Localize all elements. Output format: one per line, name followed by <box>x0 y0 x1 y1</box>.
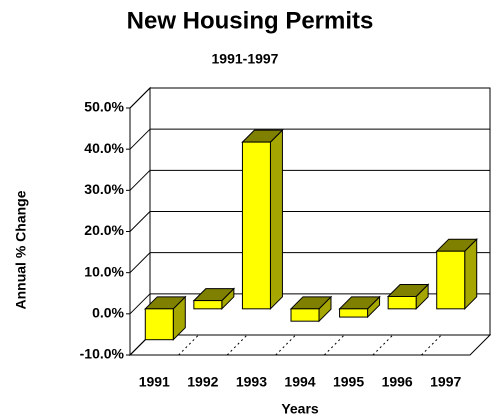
x-tick-label: 1991 <box>139 374 170 390</box>
y-tick-label: 0.0% <box>92 305 124 321</box>
floor-divider <box>372 334 394 356</box>
chart-title: New Housing Permits <box>127 7 374 34</box>
y-tick-label: 20.0% <box>84 222 124 238</box>
chart-subtitle: 1991-1997 <box>212 51 279 67</box>
grid-line <box>129 128 151 150</box>
bar <box>144 308 174 341</box>
grid-line <box>129 169 151 191</box>
y-tick-label: 10.0% <box>84 263 124 279</box>
floor <box>128 334 491 356</box>
grid-line <box>129 211 151 232</box>
y-tick-label: -10.0% <box>80 346 125 362</box>
floor-divider <box>178 334 199 356</box>
grid-line <box>129 252 151 274</box>
x-tick-label: 1995 <box>333 374 364 390</box>
y-tick-label: 40.0% <box>84 140 124 156</box>
floor-divider <box>323 334 345 356</box>
x-tick-label: 1994 <box>284 374 315 390</box>
bar-side <box>269 128 283 311</box>
bar <box>436 250 466 310</box>
y-axis-label: Annual % Change <box>13 190 29 309</box>
x-tick-label: 1992 <box>187 374 218 390</box>
bar <box>387 295 417 310</box>
grid-line <box>129 293 151 315</box>
bar <box>241 141 271 310</box>
bar <box>339 308 369 318</box>
floor-divider <box>421 334 442 356</box>
y-tick-label: 50.0% <box>84 99 124 115</box>
y-tick-label: 30.0% <box>84 181 124 197</box>
bar <box>193 300 223 310</box>
x-tick-label: 1993 <box>236 374 267 390</box>
grid-line <box>129 87 151 109</box>
floor-divider <box>275 334 297 356</box>
x-axis-label: Years <box>281 401 319 417</box>
floor-divider <box>226 334 248 356</box>
bar <box>290 308 320 322</box>
x-tick-label: 1996 <box>382 374 413 390</box>
x-tick-label: 1997 <box>430 374 461 390</box>
